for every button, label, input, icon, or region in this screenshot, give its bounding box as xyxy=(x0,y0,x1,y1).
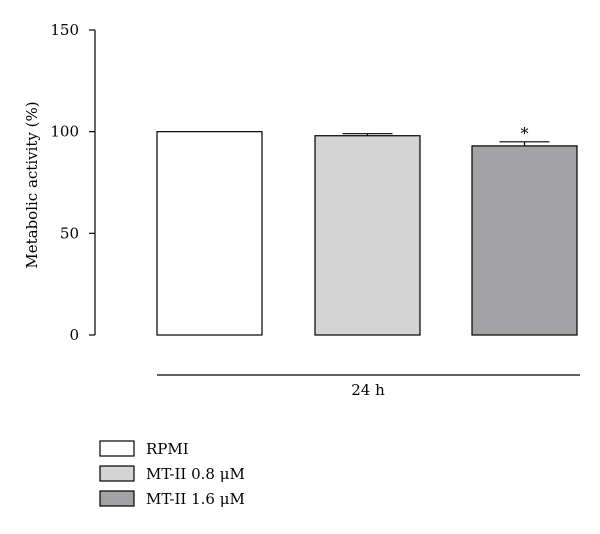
x-axis: 24 h xyxy=(157,374,580,399)
legend-swatch-2 xyxy=(99,465,135,482)
y-tick-label: 0 xyxy=(69,326,79,344)
legend-label-2: MT-II 0.8 μM xyxy=(146,465,245,483)
y-tick-label: 100 xyxy=(50,123,79,141)
legend-swatch-1 xyxy=(99,440,135,457)
y-axis: 0 50 100 150 xyxy=(50,21,96,344)
significance-marker: * xyxy=(521,124,529,143)
x-axis-label: 24 h xyxy=(351,381,385,399)
legend-label-3: MT-II 1.6 μM xyxy=(146,490,245,508)
y-tick-label: 50 xyxy=(60,224,79,242)
bars-group: * xyxy=(156,124,578,336)
bar-3 xyxy=(471,145,578,336)
y-axis-title: Metabolic activity (%) xyxy=(23,101,41,268)
bar-1 xyxy=(156,131,263,336)
y-tick-label: 150 xyxy=(50,21,79,39)
legend: RPMI MT-II 0.8 μM MT-II 1.6 μM xyxy=(99,440,245,508)
bar-2 xyxy=(314,135,421,336)
legend-swatch-3 xyxy=(99,490,135,507)
legend-label-1: RPMI xyxy=(146,440,189,458)
